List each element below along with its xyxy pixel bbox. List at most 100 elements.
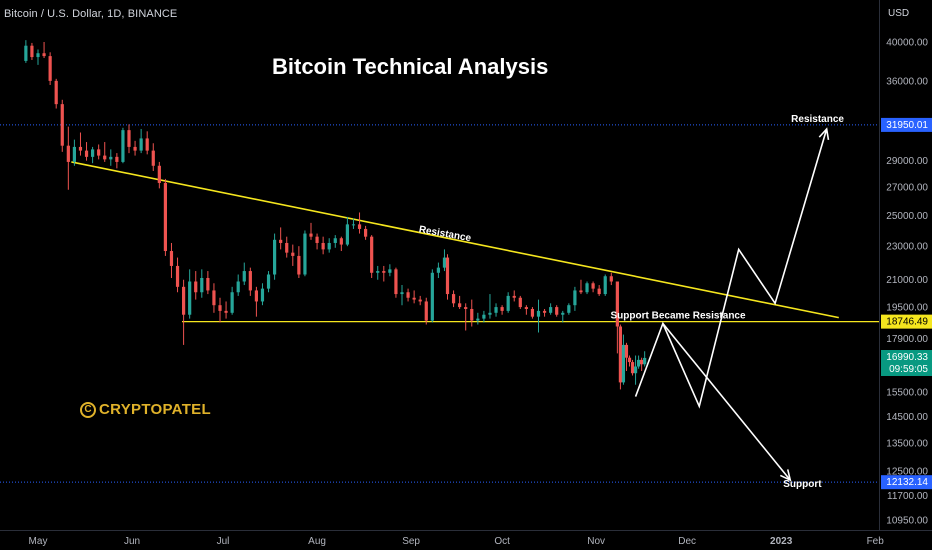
candle-body (591, 283, 595, 289)
candle-body (585, 283, 589, 293)
candle-body (530, 308, 535, 317)
candle-body (603, 276, 607, 295)
candle-body (97, 149, 101, 156)
current-price-tag-text: 16990.33 (886, 352, 928, 363)
level-price-tag (881, 117, 932, 132)
x-tick-label: Feb (867, 536, 885, 547)
candle-body (115, 156, 119, 162)
candle-body (464, 307, 468, 309)
candle-body (615, 281, 619, 327)
level-price-tag-text: 31950.01 (886, 120, 928, 131)
candle-body (242, 271, 246, 282)
symbol-header[interactable]: Bitcoin / U.S. Dollar, 1D, BINANCE (4, 8, 178, 20)
y-tick-label: 29000.00 (886, 156, 928, 167)
x-tick-label: Aug (308, 536, 326, 547)
resistance-trendline[interactable] (71, 161, 839, 319)
candle-body (309, 233, 313, 237)
x-tick-label: 2023 (770, 536, 793, 547)
candle-body (424, 301, 428, 321)
annotation-label: Resistance (791, 114, 844, 125)
candle-body (400, 292, 404, 295)
candle-body (524, 307, 528, 309)
candle-body (260, 288, 265, 302)
candle-body (494, 307, 498, 313)
candle-body (60, 104, 64, 146)
candle-body (500, 307, 504, 311)
annotation-label: Support Became Resistance (611, 311, 746, 322)
level-price-tag-text: 18746.49 (886, 317, 928, 328)
candle-body (163, 182, 167, 252)
candle-body (139, 138, 143, 151)
candle-body (133, 146, 137, 151)
candle-body (206, 277, 210, 291)
candle-body (609, 276, 613, 282)
candle-body (618, 326, 622, 383)
candle-body (109, 156, 113, 160)
arrow-up-icon (818, 127, 830, 140)
candle-body (127, 130, 131, 147)
currency-label: USD (888, 8, 909, 19)
candle-body (182, 286, 186, 315)
y-tick-label: 15500.00 (886, 387, 928, 398)
candle-body (91, 149, 95, 157)
candle-body (54, 80, 58, 105)
logo-text: CRYPTOPATEL (99, 401, 211, 418)
candle-body (561, 312, 565, 315)
candle-body (303, 233, 307, 275)
y-tick-label: 27000.00 (886, 183, 928, 194)
y-tick-label: 14500.00 (886, 412, 928, 423)
candle-body (573, 290, 577, 306)
candle-body (536, 310, 541, 317)
candle-body (412, 297, 416, 300)
candle-body (506, 295, 510, 311)
candle-body (388, 269, 392, 273)
candle-body (406, 292, 410, 298)
candle-body (627, 357, 632, 363)
y-tick-label: 21000.00 (886, 275, 928, 286)
time-axis[interactable]: May Jun Jul Aug Sep Oct Nov Dec 2023 Feb (29, 536, 885, 547)
x-tick-label: May (29, 536, 48, 547)
candle-body (151, 150, 155, 166)
candle-body (451, 294, 456, 304)
candle-body (103, 155, 107, 160)
candle-body (78, 146, 83, 151)
candle-body (382, 271, 386, 273)
level-price-tag (881, 475, 932, 490)
y-tick-label: 11700.00 (887, 491, 928, 502)
x-tick-label: Jun (124, 536, 140, 547)
current-price-tag-text: 09:59:05 (889, 364, 928, 375)
x-tick-label: Dec (678, 536, 696, 547)
candle-body (394, 269, 398, 295)
logo-icon: C (80, 401, 96, 418)
trendline-group[interactable] (71, 161, 839, 319)
x-tick-label: Sep (402, 536, 420, 547)
level-price-tag (881, 314, 932, 329)
y-tick-label: 25000.00 (886, 211, 928, 222)
candle-body (230, 292, 234, 313)
candle-body (418, 299, 422, 302)
candle-body (236, 281, 240, 293)
y-tick-label: 19500.00 (886, 303, 928, 314)
candle-body (24, 45, 28, 61)
candle-body (445, 257, 450, 295)
y-tick-label: 17900.00 (886, 334, 928, 345)
candle-body (637, 359, 641, 367)
candle-body (442, 257, 447, 268)
candle-body (624, 344, 629, 358)
candle-body (218, 305, 222, 311)
candle-body (621, 344, 626, 383)
candle-body (291, 252, 295, 256)
candle-body (458, 303, 462, 308)
y-tick-label: 36000.00 (886, 76, 928, 87)
x-tick-label: Nov (587, 536, 605, 547)
candle-body (297, 255, 301, 275)
candle-body (370, 236, 374, 273)
candle-body (66, 145, 70, 162)
candle-body (273, 239, 277, 275)
candle-body (194, 281, 198, 293)
candle-body (345, 224, 349, 245)
candlestick-series (24, 40, 647, 390)
current-price-tag (881, 350, 932, 376)
